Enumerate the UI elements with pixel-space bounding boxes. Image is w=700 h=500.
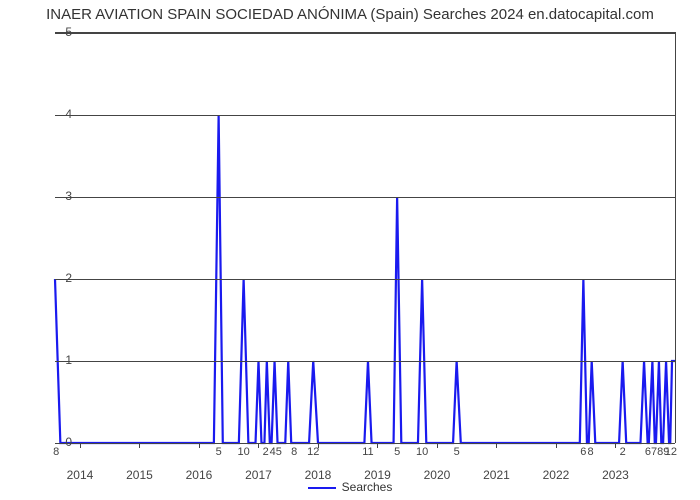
x-year-label: 2022 [543, 468, 570, 482]
x-year-label: 2019 [364, 468, 391, 482]
y-tick-label: 4 [52, 107, 72, 121]
y-gridline [55, 115, 675, 116]
x-sub-label: 11 [362, 446, 373, 458]
line-series-svg [55, 33, 675, 443]
legend-label: Searches [342, 480, 393, 494]
x-tick [258, 443, 259, 448]
x-sub-label: 8 [53, 446, 59, 458]
y-tick-label: 3 [52, 189, 72, 203]
x-sub-label: 6 [580, 446, 586, 458]
x-sub-label: 8 [291, 446, 297, 458]
legend-swatch [308, 487, 336, 489]
chart-title: INAER AVIATION SPAIN SOCIEDAD ANÓNIMA (S… [0, 6, 700, 23]
x-tick [556, 443, 557, 448]
x-sub-label: 5 [454, 446, 460, 458]
x-sub-label: 2 [263, 446, 269, 458]
x-year-label: 2014 [67, 468, 94, 482]
x-tick [139, 443, 140, 448]
y-gridline [55, 443, 675, 444]
x-sub-label: 8 [587, 446, 593, 458]
x-sub-label: 2 [620, 446, 626, 458]
x-year-label: 2023 [602, 468, 629, 482]
x-year-label: 2016 [186, 468, 213, 482]
y-tick-label: 2 [52, 271, 72, 285]
x-tick [437, 443, 438, 448]
x-year-label: 2018 [305, 468, 332, 482]
x-sub-label: 5 [216, 446, 222, 458]
x-sub-label: 10 [416, 446, 428, 458]
x-tick [615, 443, 616, 448]
y-tick-label: 1 [52, 353, 72, 367]
x-sub-label: 12 [665, 446, 677, 458]
y-gridline [55, 279, 675, 280]
chart-container: { "chart": { "type": "line", "title": "I… [0, 0, 700, 500]
x-tick [377, 443, 378, 448]
x-tick [496, 443, 497, 448]
y-gridline [55, 33, 675, 34]
plot-area [55, 32, 676, 443]
x-sub-label: 45 [270, 446, 282, 458]
x-tick [80, 443, 81, 448]
legend: Searches [0, 480, 700, 494]
x-year-label: 2015 [126, 468, 153, 482]
y-gridline [55, 197, 675, 198]
x-year-label: 2017 [245, 468, 272, 482]
x-year-label: 2020 [424, 468, 451, 482]
x-sub-label: 12 [307, 446, 319, 458]
x-year-label: 2021 [483, 468, 510, 482]
y-gridline [55, 361, 675, 362]
x-tick [199, 443, 200, 448]
y-tick-label: 5 [52, 25, 72, 39]
x-sub-label: 10 [237, 446, 249, 458]
x-sub-label: 5 [394, 446, 400, 458]
